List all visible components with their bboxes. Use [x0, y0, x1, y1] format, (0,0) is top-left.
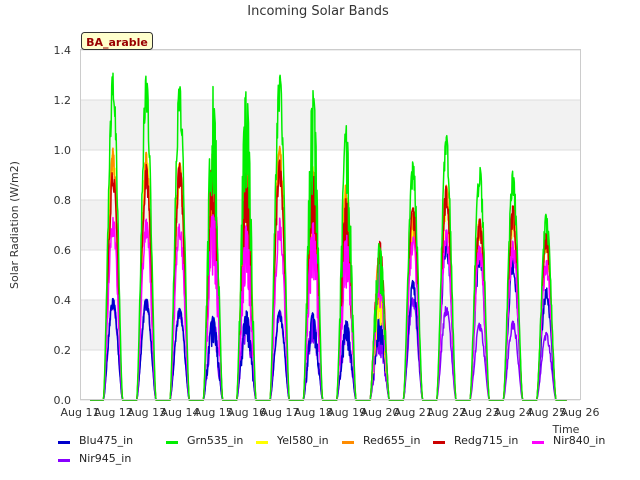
site-label: BA_arable — [86, 36, 148, 49]
site-label-box: BA_arable — [81, 32, 153, 50]
x-tick-label: Aug 20 — [361, 406, 400, 419]
x-tick-label: Aug 15 — [194, 406, 233, 419]
legend-label: Nir840_in — [553, 434, 606, 447]
x-tick-label: Aug 14 — [161, 406, 200, 419]
background-band — [80, 100, 580, 150]
y-tick-label: 0.8 — [54, 194, 72, 207]
legend-swatch — [342, 441, 354, 444]
x-tick-label: Aug 16 — [227, 406, 266, 419]
background-band — [80, 300, 580, 350]
legend-swatch — [256, 441, 268, 444]
background-band — [80, 200, 580, 250]
legend-label: Yel580_in — [277, 434, 329, 447]
legend-label: Blu475_in — [79, 434, 134, 447]
y-tick-labels: 0.0 0.2 0.4 0.6 0.8 1.0 1.2 1.4 — [54, 44, 72, 407]
y-tick-label: 1.0 — [54, 144, 72, 157]
y-axis-label: Solar Radiation (W/m2) — [8, 161, 21, 289]
legend-label: Red655_in — [363, 434, 421, 447]
chart-title: Incoming Solar Bands — [247, 4, 389, 19]
x-tick-label: Aug 12 — [94, 406, 133, 419]
x-tick-label: Aug 13 — [127, 406, 166, 419]
y-tick-label: 0.6 — [54, 244, 72, 257]
x-tick-label: Aug 18 — [294, 406, 333, 419]
x-tick-label: Aug 11 — [61, 406, 100, 419]
y-tick-label: 0.0 — [54, 394, 72, 407]
x-tick-label: Aug 24 — [494, 406, 533, 419]
site-label-background — [81, 32, 153, 50]
y-tick-label: 1.4 — [54, 44, 72, 57]
legend-swatch — [58, 459, 70, 462]
legend: Blu475_in Grn535_in Yel580_in Red655_in Redg… — [58, 434, 638, 474]
legend-label: Nir945_in — [79, 452, 132, 465]
legend-label: Grn535_in — [187, 434, 244, 447]
legend-swatch — [166, 441, 178, 444]
legend-swatch — [58, 441, 70, 444]
background-bands — [80, 100, 580, 350]
x-tick-label: Aug 22 — [427, 406, 466, 419]
x-tick-label: Aug 26 — [561, 406, 600, 419]
y-tick-label: 0.2 — [54, 344, 72, 357]
x-tick-label: Aug 25 — [527, 406, 566, 419]
y-tick-label: 1.2 — [54, 94, 72, 107]
y-tick-label: 0.4 — [54, 294, 72, 307]
x-tick-label: Aug 21 — [394, 406, 433, 419]
legend-swatch — [433, 441, 445, 444]
plot-frame — [80, 49, 581, 400]
x-tick-label: Aug 17 — [261, 406, 300, 419]
legend-swatch — [532, 441, 544, 444]
legend-label: Redg715_in — [454, 434, 519, 447]
x-axis-label: Time — [552, 423, 580, 436]
x-tick-label: Aug 19 — [327, 406, 366, 419]
x-tick-label: Aug 23 — [461, 406, 500, 419]
